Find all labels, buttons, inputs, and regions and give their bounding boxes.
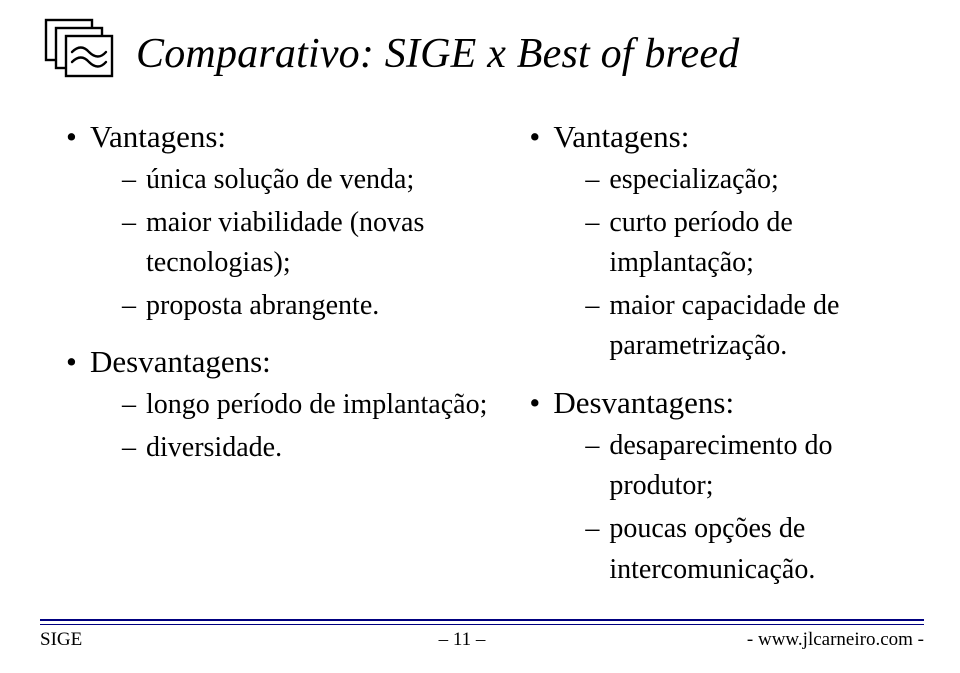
- heading-text: Vantagens:: [553, 119, 689, 154]
- bullet-item: diversidade.: [90, 428, 501, 469]
- section-heading: Vantagens: especialização; curto período…: [525, 117, 920, 367]
- heading-text: Desvantagens:: [553, 385, 734, 420]
- slide: Comparativo: SIGE x Best of breed Vantag…: [0, 0, 960, 673]
- bullet-item: proposta abrangente.: [90, 286, 501, 327]
- footer-page: – 11 –: [220, 629, 704, 651]
- bullet-item: curto período de implantação;: [553, 203, 920, 284]
- section-heading: Desvantagens: longo período de implantaç…: [62, 342, 501, 468]
- bullet-item: maior capacidade de parametrização.: [553, 286, 920, 367]
- footer-row: SIGE – 11 – - www.jlcarneiro.com -: [40, 629, 924, 651]
- heading-text: Vantagens:: [90, 119, 226, 154]
- slide-title: Comparativo: SIGE x Best of breed: [136, 30, 739, 78]
- bullet-item: única solução de venda;: [90, 160, 501, 201]
- bullet-item: especialização;: [553, 160, 920, 201]
- footer-left: SIGE: [40, 629, 220, 651]
- footer-url: - www.jlcarneiro.com -: [704, 629, 924, 651]
- footer-rule: [40, 619, 924, 625]
- footer: SIGE – 11 – - www.jlcarneiro.com -: [0, 619, 960, 651]
- right-column: Vantagens: especialização; curto período…: [525, 117, 920, 606]
- content-columns: Vantagens: única solução de venda; maior…: [40, 117, 920, 606]
- logo-icon: [44, 18, 120, 89]
- bullet-item: longo período de implantação;: [90, 385, 501, 426]
- section-heading: Vantagens: única solução de venda; maior…: [62, 117, 501, 326]
- left-column: Vantagens: única solução de venda; maior…: [62, 117, 501, 606]
- bullet-item: maior viabilidade (novas tecnologias);: [90, 203, 501, 284]
- heading-text: Desvantagens:: [90, 344, 271, 379]
- bullet-item: desaparecimento do produtor;: [553, 426, 920, 507]
- title-row: Comparativo: SIGE x Best of breed: [40, 18, 920, 89]
- bullet-item: poucas opções de intercomunicação.: [553, 509, 920, 590]
- section-heading: Desvantagens: desaparecimento do produto…: [525, 383, 920, 590]
